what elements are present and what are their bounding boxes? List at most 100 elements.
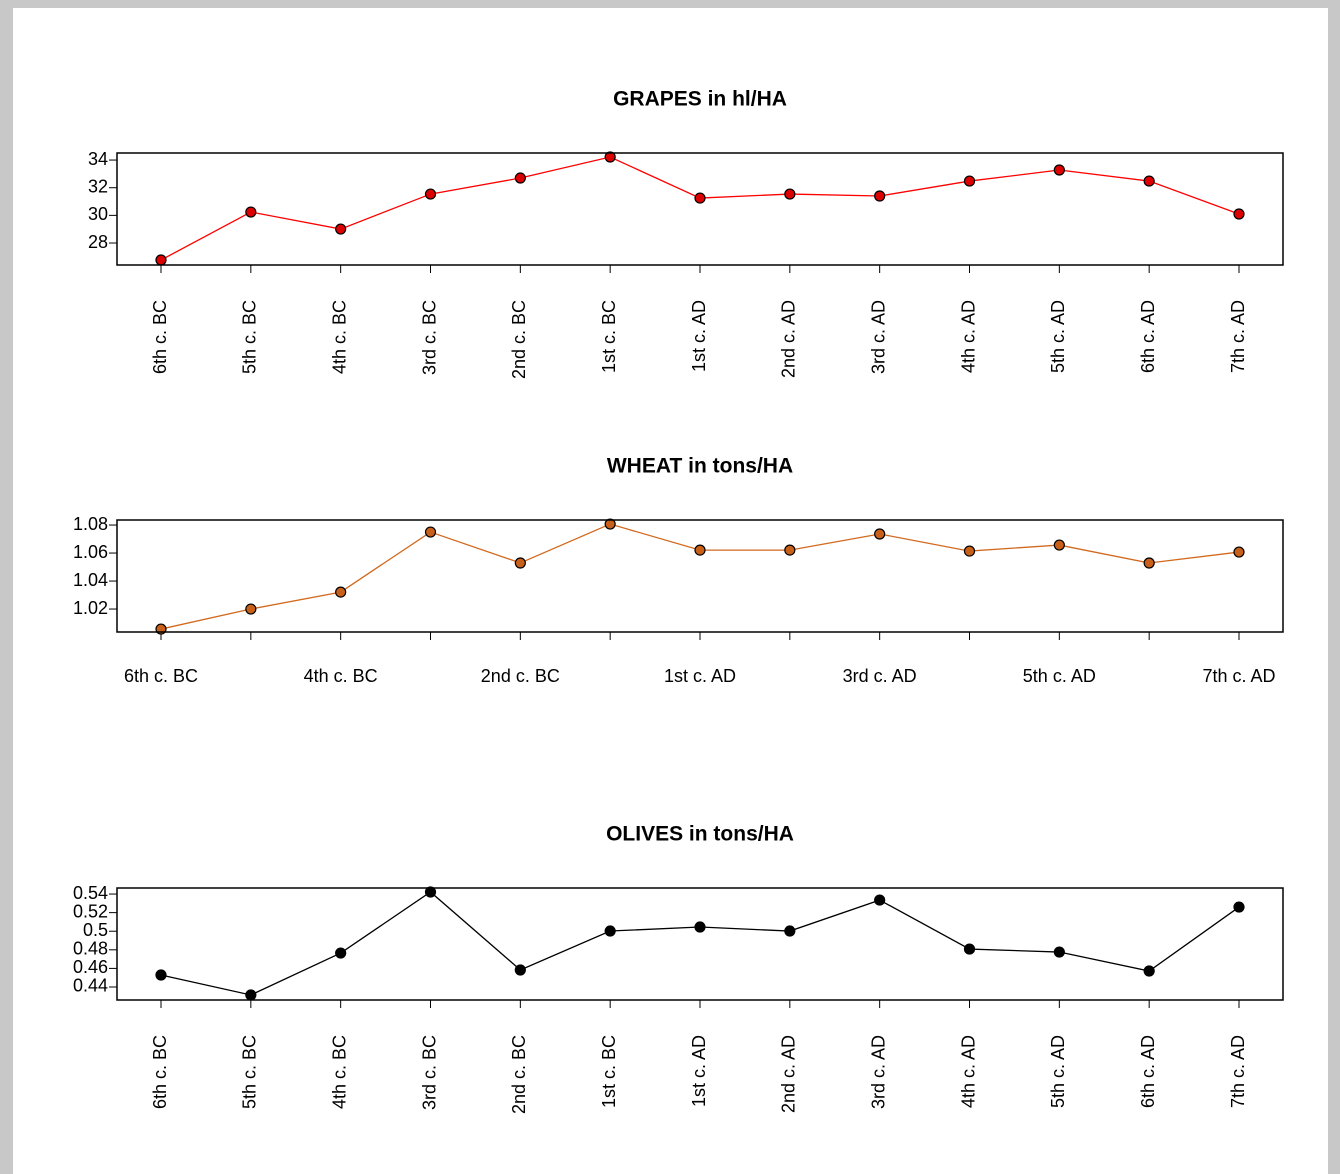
point (514, 172, 526, 184)
x-tick-label: 5th c. BC (240, 1035, 260, 1109)
x-tick-label: 2nd c. AD (779, 1035, 799, 1113)
x-tick-label: 3rd c. AD (868, 300, 888, 374)
x-tick-label: 3rd c. AD (868, 1035, 888, 1109)
y-tick-label: 0.5 (83, 920, 108, 940)
point (245, 206, 257, 218)
y-tick-label: 0.46 (73, 957, 108, 977)
point (1233, 901, 1245, 913)
point (694, 544, 706, 556)
point (424, 886, 437, 898)
line (160, 523, 1240, 630)
y-tick-label: 0.54 (73, 883, 108, 903)
x-tick-label: 1st c. AD (689, 300, 709, 372)
x-tick-label: 3rd c. BC (419, 300, 439, 375)
point (963, 175, 976, 187)
point (1053, 164, 1065, 176)
point (784, 188, 796, 200)
y-axis: 0.440.460.480.50.520.54 (73, 883, 108, 996)
point (1233, 546, 1245, 558)
point (874, 894, 886, 906)
point (784, 544, 796, 556)
point (1053, 539, 1065, 551)
point (604, 151, 616, 163)
x-tick-label: 2nd c. AD (779, 300, 799, 378)
point (424, 526, 437, 538)
point (1143, 557, 1155, 569)
y-tick-label: 1.06 (73, 542, 108, 562)
x-tick-label: 4th c. AD (958, 300, 978, 373)
point (155, 254, 167, 266)
x-tick-label: 6th c. AD (1138, 1035, 1158, 1108)
chart-title: GRAPES in hl/HA (613, 88, 787, 111)
x-tick-label: 2nd c. BC (481, 666, 560, 686)
line (160, 156, 1240, 261)
x-tick-label: 5th c. AD (1023, 666, 1096, 686)
y-tick-label: 1.08 (73, 514, 108, 534)
x-tick-label: 4th c. BC (329, 1035, 349, 1109)
point (155, 969, 167, 981)
point (1053, 946, 1065, 958)
chart-title: OLIVES in tons/HA (606, 823, 794, 846)
y-tick-label: 34 (88, 149, 108, 169)
point (874, 190, 886, 202)
x-tick-label: 7th c. AD (1228, 300, 1248, 373)
y-tick-label: 0.48 (73, 939, 108, 959)
x-tick-label: 1st c. AD (664, 666, 736, 686)
point (245, 989, 257, 1001)
window-frame-right (1328, 0, 1340, 1174)
point (335, 223, 347, 235)
window-frame-left (0, 0, 13, 1174)
x-tick-label: 7th c. AD (1228, 1035, 1248, 1108)
x-tick-label: 6th c. AD (1138, 300, 1158, 373)
x-tick-label: 4th c. BC (304, 666, 378, 686)
point (1233, 208, 1245, 220)
point (604, 518, 616, 530)
x-tick-label: 5th c. BC (240, 300, 260, 374)
y-axis: 1.02 1.04 1.06 1.08 (73, 514, 108, 618)
point (963, 545, 976, 557)
x-tick-label: 5th c. AD (1048, 1035, 1068, 1108)
x-tick-label: 4th c. BC (329, 300, 349, 374)
x-tick-label: 2nd c. BC (509, 1035, 529, 1114)
point (514, 557, 526, 569)
x-tick-label: 3rd c. AD (843, 666, 917, 686)
point (694, 192, 706, 204)
point (245, 603, 257, 615)
x-tick-label: 6th c. BC (124, 666, 198, 686)
point (335, 586, 347, 598)
x-tick-label: 2nd c. BC (509, 300, 529, 379)
x-tick-label: 1st c. BC (599, 1035, 619, 1108)
x-tick-label: 3rd c. BC (419, 1035, 439, 1110)
point (694, 921, 706, 933)
line (160, 891, 1240, 996)
chart-title: WHEAT in tons/HA (607, 455, 793, 478)
plot-frame (116, 887, 1284, 1001)
point (784, 925, 796, 937)
point (1143, 175, 1155, 187)
point (1143, 965, 1155, 977)
y-tick-label: 28 (88, 232, 108, 252)
x-tick-label: 6th c. BC (150, 300, 170, 374)
y-tick-label: 32 (88, 176, 108, 196)
y-tick-label: 30 (88, 204, 108, 224)
x-tick-label: 6th c. BC (150, 1035, 170, 1109)
plot-frame (116, 152, 1284, 266)
y-tick-label: 0.52 (73, 901, 108, 921)
point (424, 188, 437, 200)
x-tick-label: 4th c. AD (958, 1035, 978, 1108)
y-tick-label: 1.04 (73, 570, 108, 590)
y-tick-label: 1.02 (73, 598, 108, 618)
x-tick-label: 7th c. AD (1202, 666, 1275, 686)
point (514, 964, 526, 976)
point (335, 947, 347, 959)
window-frame-top (0, 0, 1340, 8)
point (963, 943, 976, 955)
point (604, 925, 616, 937)
y-axis: 28 30 32 34 (88, 149, 108, 252)
plot-frame (116, 519, 1284, 633)
x-tick-label: 5th c. AD (1048, 300, 1068, 373)
x-tick-label: 1st c. AD (689, 1035, 709, 1107)
point (874, 528, 886, 540)
